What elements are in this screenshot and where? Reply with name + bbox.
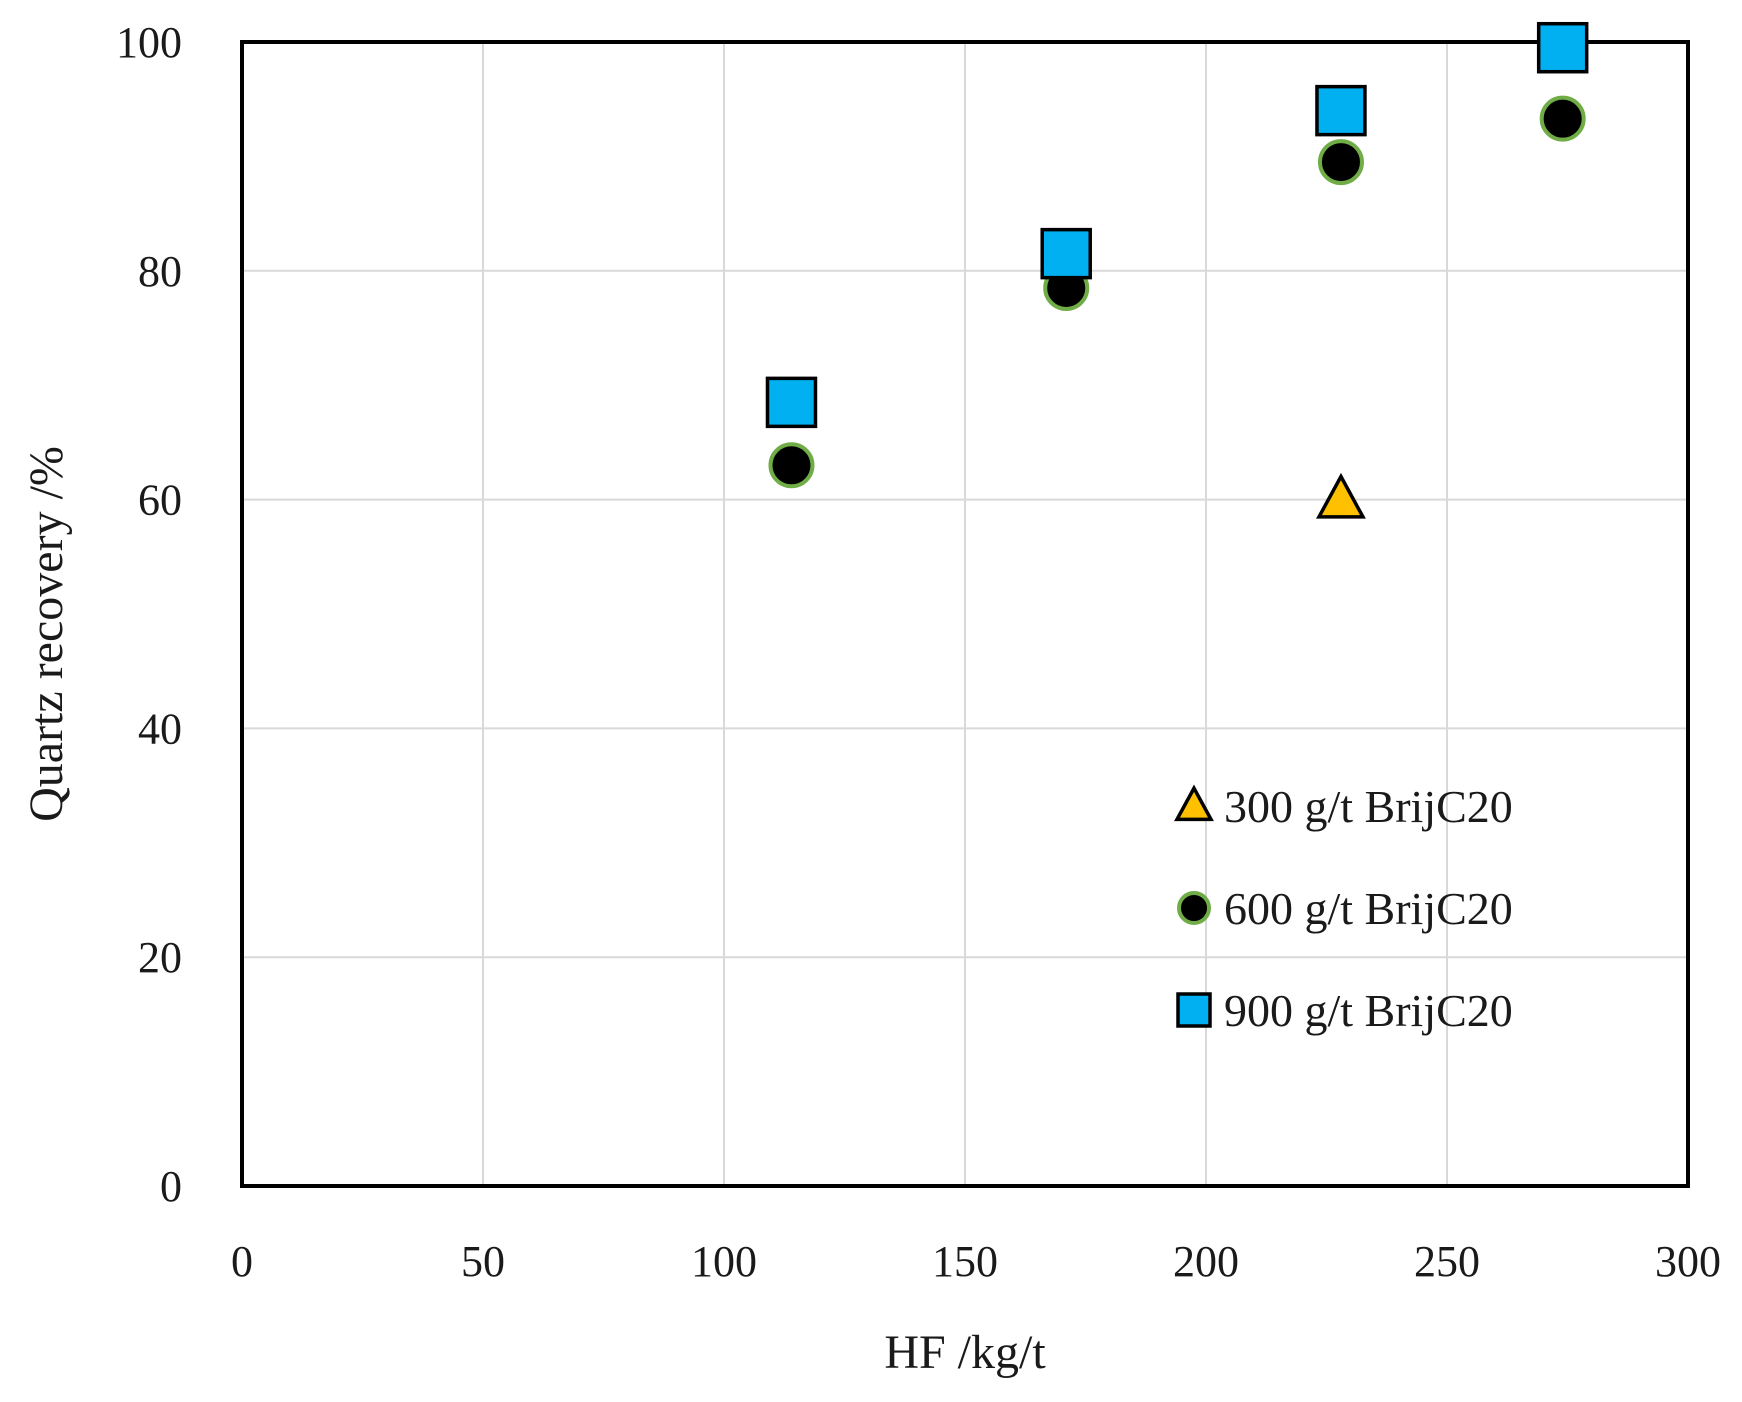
legend-label: 600 g/t BrijC20 <box>1224 883 1513 934</box>
x-tick-label: 300 <box>1655 1237 1721 1286</box>
y-tick-label: 80 <box>138 247 182 296</box>
data-point-square <box>1536 21 1589 74</box>
plot-area-frame <box>240 40 1690 1188</box>
y-tick-label: 20 <box>138 933 182 982</box>
data-point-circle <box>768 442 815 489</box>
x-tick-label: 50 <box>461 1237 505 1286</box>
legend-marker-triangle <box>1174 784 1214 822</box>
x-tick-label: 150 <box>932 1237 998 1286</box>
x-tick-label: 0 <box>231 1237 253 1286</box>
legend-label: 300 g/t BrijC20 <box>1224 781 1513 832</box>
x-tick-label: 100 <box>691 1237 757 1286</box>
axis-ticks: 0 50 100 150 200 250 300 0 20 40 60 80 100 <box>116 18 1721 1286</box>
data-markers <box>765 21 1589 519</box>
x-tick-label: 200 <box>1173 1237 1239 1286</box>
x-tick-label: 250 <box>1414 1237 1480 1286</box>
data-point-triangle <box>1316 472 1366 519</box>
legend-label: 900 g/t BrijC20 <box>1224 985 1513 1036</box>
data-point-square <box>1315 84 1367 137</box>
y-tick-label: 40 <box>138 704 182 753</box>
legend-marker-square <box>1176 992 1212 1028</box>
y-axis-title: Quartz recovery /% <box>20 446 73 822</box>
grid <box>242 42 1688 1186</box>
data-point-square <box>1040 227 1092 280</box>
legend: 300 g/t BrijC20 600 g/t BrijC20 900 g/t Br… <box>1174 781 1513 1036</box>
data-point-square <box>765 376 818 429</box>
y-tick-label: 100 <box>116 18 182 67</box>
legend-marker-circle <box>1177 891 1211 925</box>
data-point-circle <box>1317 139 1364 186</box>
x-axis-title: HF /kg/t <box>884 1326 1046 1379</box>
y-tick-label: 60 <box>138 476 182 525</box>
data-point-circle <box>1539 95 1586 142</box>
y-tick-label: 0 <box>160 1162 182 1211</box>
